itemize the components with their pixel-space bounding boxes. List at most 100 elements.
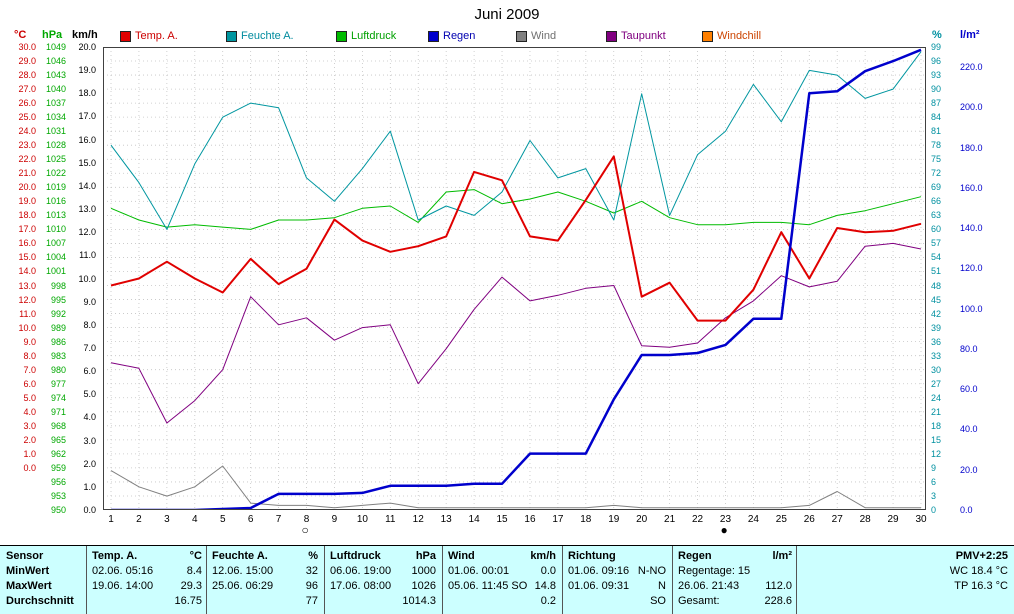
summary-header-cell: Richtung [568, 550, 616, 562]
celsius-tick-label: 30.0 [18, 42, 36, 52]
celsius-tick-label: 0.0 [23, 462, 36, 473]
kmh-tick-label: 3.0 [83, 435, 96, 446]
summary-value-cell: 01.06. 09:16 N-NO [568, 565, 666, 577]
kmh-tick-label: 9.0 [83, 296, 96, 307]
hpa-tick-label: 989 [50, 322, 66, 333]
day-tick-label: 28 [859, 514, 871, 525]
hpa-tick-label: 1010 [45, 224, 66, 235]
celsius-tick-label: 10.0 [18, 322, 36, 333]
hpa-tick-label: 965 [50, 434, 66, 445]
kmh-tick-label: 18.0 [78, 88, 96, 99]
hpa-tick-label: 1034 [45, 112, 66, 123]
summary-value-cell: Gesamt: 228.6 [678, 595, 792, 607]
summary-value-cell: SO [650, 595, 666, 607]
lm2-tick-label: 40.0 [960, 424, 978, 435]
hpa-tick-label: 1046 [45, 56, 66, 67]
hpa-tick-label: 1016 [45, 196, 66, 207]
celsius-tick-label: 11.0 [19, 308, 36, 319]
summary-value-cell: WC 18.4 °C [949, 565, 1008, 577]
axis-unit-percent: % [932, 29, 942, 41]
percent-tick-label: 81 [931, 126, 942, 137]
summary-column-divider [796, 546, 797, 614]
celsius-tick-label: 9.0 [23, 336, 36, 347]
summary-header-cell: Regen l/m² [678, 550, 792, 562]
lm2-tick-label: 0.0 [960, 505, 973, 515]
summary-row-label: Sensor [6, 550, 44, 562]
percent-tick-label: 21 [931, 406, 942, 417]
summary-row-label: MaxWert [6, 580, 52, 592]
percent-tick-label: 69 [931, 182, 942, 193]
summary-header-cell: Temp. A. °C [92, 550, 202, 562]
hpa-tick-label: 950 [50, 505, 66, 515]
legend-swatch-rain-icon [428, 30, 439, 42]
percent-tick-label: 15 [931, 434, 942, 445]
day-tick-label: 21 [664, 514, 676, 525]
summary-value-cell: 05.06. 11:45 SO 14.8 [448, 580, 556, 592]
lm2-tick-label: 80.0 [960, 343, 978, 354]
hpa-tick-label: 980 [50, 364, 66, 375]
legend-item-rain: Regen [428, 30, 475, 42]
summary-column-divider [324, 546, 325, 614]
percent-tick-label: 54 [931, 252, 942, 263]
summary-column-divider [206, 546, 207, 614]
summary-column-divider [442, 546, 443, 614]
celsius-tick-label: 1.0 [23, 448, 36, 459]
day-tick-label: 29 [887, 514, 899, 525]
legend-item-pressure: Luftdruck [336, 30, 396, 42]
celsius-tick-label: 26.0 [18, 98, 36, 109]
kmh-tick-label: 0.0 [83, 505, 96, 515]
plot-area [103, 46, 926, 512]
kmh-tick-label: 2.0 [83, 458, 96, 469]
summary-panel: Sensor MinWert MaxWert Durchschnitt Temp. A.… [0, 545, 1014, 614]
summary-column-divider [562, 546, 563, 614]
day-tick-label: 18 [580, 514, 592, 525]
series-line-regen [111, 48, 922, 512]
hpa-tick-label: 1007 [45, 238, 66, 249]
axis-unit-kmh: km/h [72, 29, 98, 41]
summary-value-cell: 1014.3 [402, 595, 436, 607]
celsius-tick-label: 20.0 [18, 182, 36, 193]
legend-item-humidity: Feuchte A. [226, 30, 294, 42]
percent-tick-label: 66 [931, 196, 942, 207]
summary-header-cell: PMV+2:25 [955, 550, 1008, 562]
summary-value-cell: 06.06. 19:00 1000 [330, 565, 436, 577]
summary-value-cell: 16.75 [174, 595, 202, 607]
lm2-tick-label: 120.0 [960, 263, 983, 274]
hpa-tick-label: 971 [50, 406, 66, 417]
day-tick-label: 4 [192, 514, 198, 525]
percent-tick-label: 6 [931, 476, 937, 487]
summary-column-divider [86, 546, 87, 614]
hpa-tick-label: 953 [50, 490, 66, 501]
hpa-tick-label: 1031 [45, 126, 66, 137]
percent-tick-label: 27 [931, 378, 942, 389]
series-line-temp-a [110, 155, 922, 322]
axis-unit-celsius: °C [14, 29, 27, 41]
full-moon-marker: ● [720, 523, 728, 537]
percent-tick-label: 72 [931, 168, 942, 179]
day-tick-label: 22 [691, 514, 704, 525]
day-tick-label: 24 [747, 514, 759, 525]
celsius-tick-label: 17.0 [18, 224, 36, 235]
hpa-tick-label: 977 [50, 378, 66, 389]
hpa-tick-label: 1001 [45, 266, 66, 277]
lm2-tick-label: 180.0 [960, 142, 983, 153]
kmh-tick-label: 6.0 [83, 366, 96, 377]
day-tick-label: 14 [468, 514, 480, 525]
day-tick-label: 3 [164, 514, 170, 525]
day-tick-label: 30 [915, 514, 927, 525]
percent-tick-label: 12 [931, 448, 942, 459]
hpa-tick-label: 1040 [45, 84, 66, 95]
hpa-tick-label: 1013 [45, 210, 66, 221]
percent-tick-label: 3 [931, 490, 937, 501]
legend-swatch-humidity-icon [226, 30, 237, 42]
legend-item-windchill: Windchill [702, 30, 761, 42]
hpa-tick-label: 956 [50, 476, 66, 487]
summary-header-cell: Luftdruck hPa [330, 550, 436, 562]
percent-tick-label: 0 [931, 505, 937, 515]
percent-tick-label: 30 [931, 364, 942, 375]
day-tick-label: 16 [524, 514, 536, 525]
hpa-tick-label: 1049 [45, 42, 66, 52]
day-tick-label: 12 [412, 514, 424, 525]
legend-label-pressure: Luftdruck [351, 30, 397, 42]
